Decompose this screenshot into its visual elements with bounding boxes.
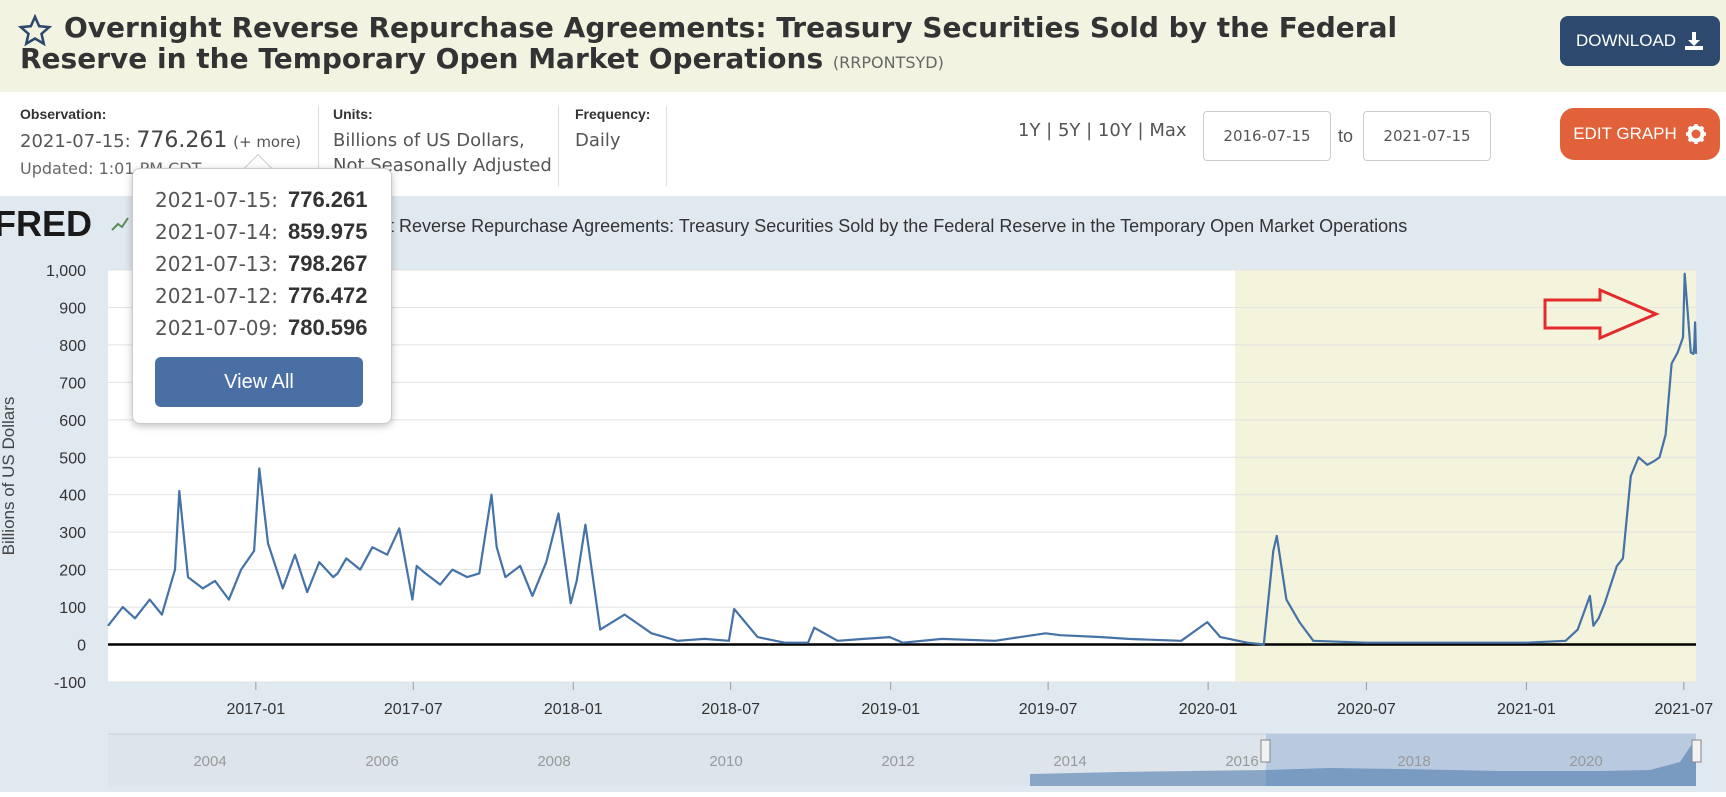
popup-value: 780.596 <box>287 315 368 340</box>
popup-row: 2021-07-12: 776.472 <box>155 283 368 309</box>
range-selector[interactable]: 1Y | 5Y | 10Y | Max <box>1018 120 1187 141</box>
red-arrow-annotation <box>1543 287 1660 341</box>
x-tick-label: 2017-07 <box>384 701 443 718</box>
popup-value: 798.267 <box>287 251 368 276</box>
x-tick-label: 2021-07 <box>1654 701 1713 718</box>
y-tick-label: 1,000 <box>46 263 86 280</box>
navigator-series <box>1030 744 1696 786</box>
view-all-button[interactable]: View All <box>155 357 363 407</box>
frequency-value: Daily <box>575 130 621 151</box>
popup-date: 2021-07-13: <box>155 252 278 276</box>
observation-row: 2021-07-15: 776.261 (+ more) <box>20 128 301 155</box>
x-tick-label: 2020-07 <box>1337 701 1396 718</box>
shaded-region <box>1235 270 1696 682</box>
navigator-label: 2012 <box>881 753 914 770</box>
y-tick-label: 900 <box>59 300 86 317</box>
to-label: to <box>1338 126 1354 146</box>
edit-graph-label: EDIT GRAPH <box>1573 124 1677 143</box>
y-tick-label: 100 <box>59 600 86 617</box>
page-title: Overnight Reverse Repurchase Agreements:… <box>20 12 1530 78</box>
x-tick-label: 2017-01 <box>226 701 285 718</box>
navigator-label: 2014 <box>1053 753 1086 770</box>
navigator-label: 2018 <box>1397 753 1430 770</box>
frequency-block: Frequency: Daily <box>575 106 650 153</box>
navigator-handle-right <box>1691 739 1702 763</box>
divider <box>666 106 667 186</box>
fred-logo: FRED <box>0 203 92 244</box>
navigator-label: 2004 <box>193 753 226 770</box>
end-date-input[interactable]: 2021-07-15 <box>1363 111 1491 161</box>
navigator-label: 2016 <box>1225 753 1258 770</box>
popup-date: 2021-07-12: <box>155 284 278 308</box>
series-code: (RRPONTSYD) <box>832 53 944 72</box>
header: Overnight Reverse Repurchase Agreements:… <box>0 0 1726 92</box>
frequency-label: Frequency: <box>575 106 651 122</box>
navigator-label: 2006 <box>365 753 398 770</box>
popup-date: 2021-07-09: <box>155 316 278 340</box>
divider <box>318 106 319 186</box>
x-tick-label: 2019-01 <box>861 701 920 718</box>
popup-row: 2021-07-09: 780.596 <box>155 315 368 341</box>
popup-row: 2021-07-13: 798.267 <box>155 251 368 277</box>
star-icon[interactable] <box>18 14 52 48</box>
x-tick-label: 2018-01 <box>544 701 603 718</box>
navigator-handle-left <box>1260 739 1271 763</box>
units-line1: Billions of US Dollars, <box>333 130 525 151</box>
fred-logo-icon <box>110 214 130 234</box>
popup-date: 2021-07-14: <box>155 220 278 244</box>
y-tick-label: 400 <box>59 488 86 505</box>
units-block: Units: Billions of US Dollars, Not Seaso… <box>333 106 552 178</box>
y-tick-label: 800 <box>59 338 86 355</box>
x-tick-label: 2020-01 <box>1179 701 1238 718</box>
edit-graph-button[interactable]: EDIT GRAPH <box>1560 108 1720 160</box>
start-date-input[interactable]: 2016-07-15 <box>1203 111 1331 161</box>
navigator-label: 2008 <box>537 753 570 770</box>
popup-row: 2021-07-15: 776.261 <box>155 187 368 213</box>
popup-value: 776.472 <box>287 283 368 308</box>
more-link[interactable]: (+ more) <box>233 133 302 151</box>
download-label: DOWNLOAD <box>1575 31 1677 50</box>
series-line <box>107 272 1698 646</box>
navigator-label: 2010 <box>709 753 742 770</box>
y-axis-label: Billions of US Dollars <box>0 397 18 556</box>
y-tick-label: 600 <box>59 413 86 430</box>
observation-date: 2021-07-15: <box>20 131 131 152</box>
navigator-label: 2020 <box>1569 753 1602 770</box>
chart-title: Overnight Reverse Repurchase Agreements:… <box>316 216 1407 236</box>
y-tick-label: 700 <box>59 375 86 392</box>
gear-icon <box>1685 124 1706 144</box>
y-tick-label: 500 <box>59 450 86 467</box>
divider <box>558 106 559 186</box>
y-tick-label: 300 <box>59 525 86 542</box>
popup-date: 2021-07-15: <box>155 188 278 212</box>
popup-value: 859.975 <box>287 219 368 244</box>
y-tick-label: -100 <box>54 675 86 692</box>
observation-value: 776.261 <box>136 128 228 153</box>
download-icon <box>1685 32 1704 50</box>
units-label: Units: <box>333 106 373 122</box>
popup-value: 776.261 <box>287 187 368 212</box>
series-title: Overnight Reverse Repurchase Agreements:… <box>20 11 1398 75</box>
y-tick-label: 0 <box>77 638 86 655</box>
x-tick-label: 2018-07 <box>701 701 760 718</box>
observation-label: Observation: <box>20 106 107 122</box>
observations-popup: 2021-07-15: 776.261 2021-07-14: 859.975 20… <box>132 168 392 424</box>
download-button[interactable]: DOWNLOAD <box>1560 16 1720 66</box>
y-tick-label: 200 <box>59 563 86 580</box>
popup-row: 2021-07-14: 859.975 <box>155 219 368 245</box>
x-tick-label: 2019-07 <box>1019 701 1078 718</box>
x-tick-label: 2021-01 <box>1497 701 1556 718</box>
